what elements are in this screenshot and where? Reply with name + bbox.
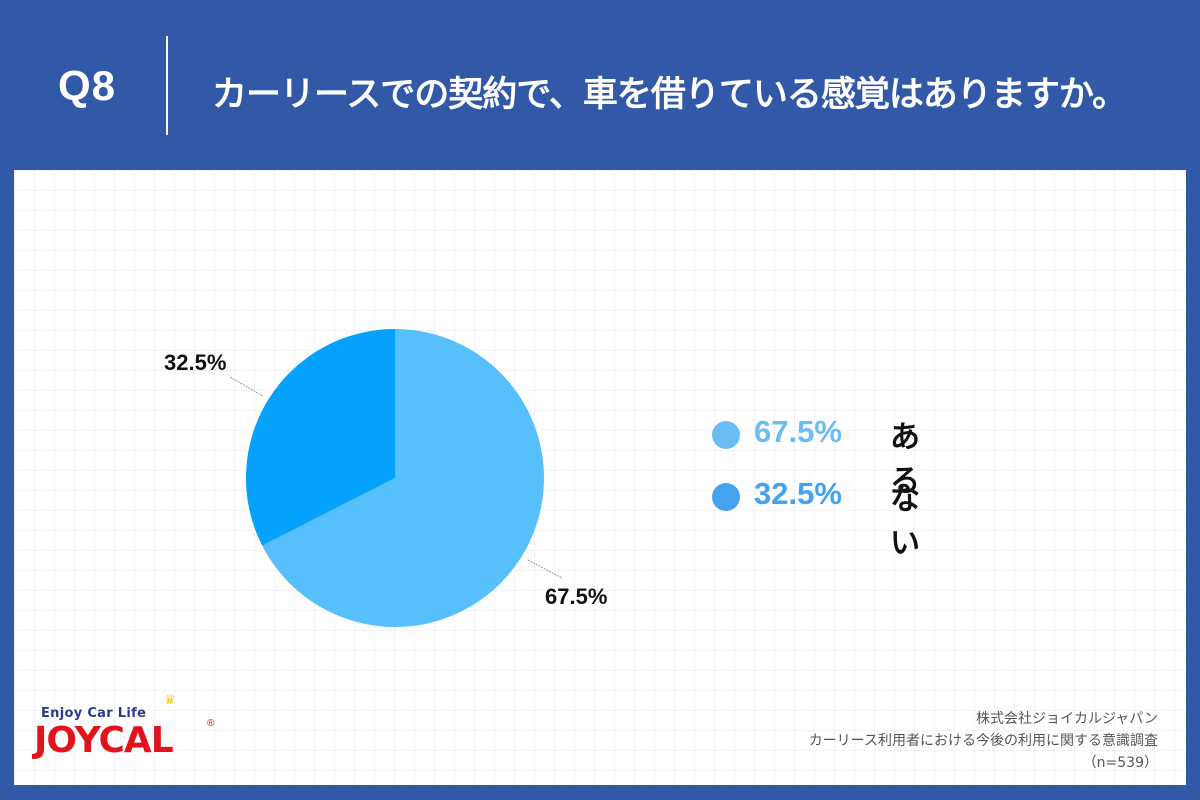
header-divider (166, 36, 168, 135)
source-sample: （n=539） (1082, 755, 1158, 771)
legend-pct-nai: 32.5% (754, 476, 842, 511)
legend-dot-aru-icon (712, 421, 740, 449)
pie-label-nai: 32.5% (164, 350, 227, 375)
question-number: Q8 (58, 62, 117, 109)
legend-label-nai: ない (890, 482, 920, 561)
registered-mark-icon: ® (207, 718, 215, 729)
chart-panel: 32.5% 67.5% (14, 170, 1186, 785)
legend-label-aru: ある (890, 420, 920, 499)
leader-line-nai (229, 376, 264, 397)
logo-tagline: Enjoy Car Life (41, 706, 147, 721)
header: Q8 カーリースでの契約で、車を借りている感覚はありますか。 (0, 0, 1200, 170)
pie-label-aru: 67.5% (545, 584, 608, 609)
leader-line-aru (527, 559, 563, 579)
pie-slice-aru (262, 329, 544, 627)
legend-pct-aru: 67.5% (754, 414, 842, 449)
source-survey: カーリース利用者における今後の利用に関する意識調査 (808, 733, 1158, 749)
source-note: 株式会社ジョイカルジャパン カーリース利用者における今後の利用に関する意識調査 … (809, 708, 1158, 774)
crown-icon: ♛ (164, 692, 176, 707)
pie-slice-nai (246, 329, 395, 546)
logo-wordmark: JOYCAL (34, 720, 174, 761)
joycal-logo: ♛ Enjoy Car Life JOYCAL ® (34, 692, 224, 762)
pie-chart (229, 329, 563, 627)
legend-dot-nai-icon (712, 483, 740, 511)
source-company: 株式会社ジョイカルジャパン (976, 711, 1158, 727)
question-title: カーリースでの契約で、車を借りている感覚はありますか。 (212, 75, 1127, 115)
